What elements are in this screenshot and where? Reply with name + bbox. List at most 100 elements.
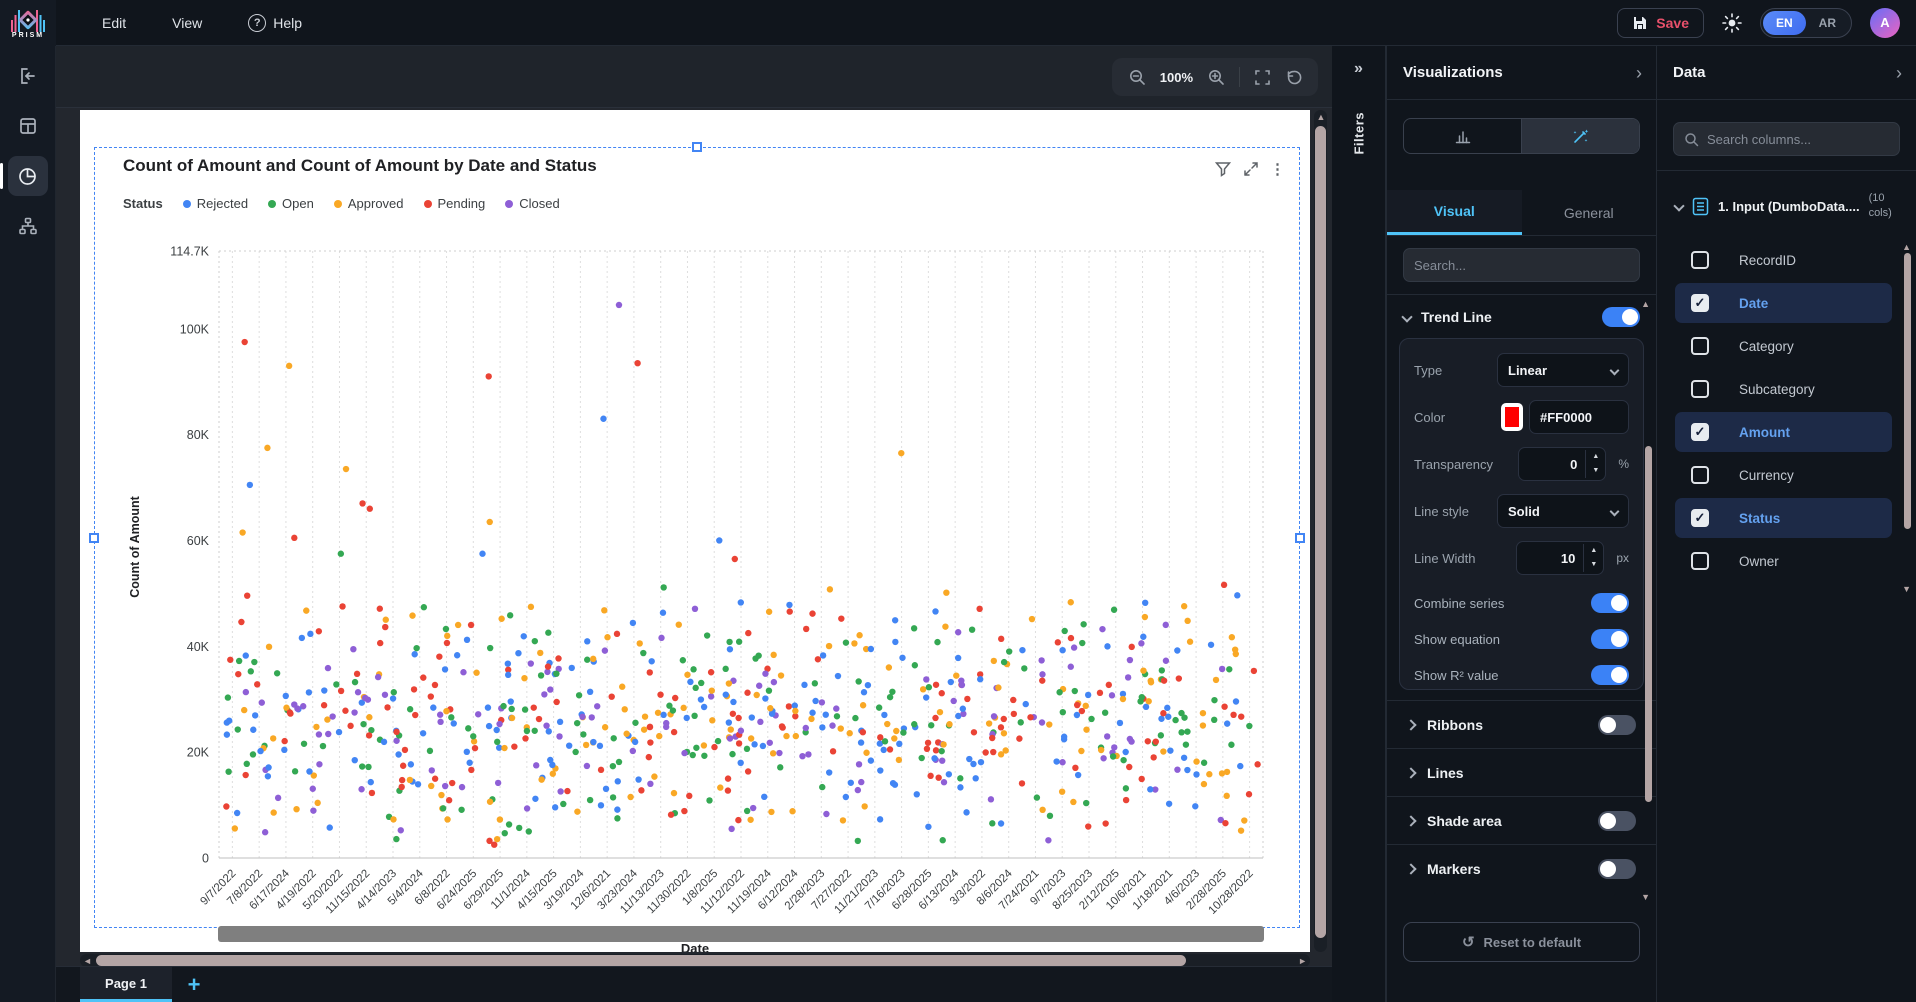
app-logo[interactable]: PRISM — [0, 0, 56, 46]
color-swatch[interactable] — [1501, 403, 1523, 431]
column-row-category[interactable]: Category — [1675, 326, 1892, 366]
spin-up-icon[interactable]: ▲ — [1590, 547, 1598, 554]
data-search-input[interactable] — [1707, 131, 1889, 147]
show-equation-toggle[interactable] — [1591, 629, 1629, 649]
lang-ar-button[interactable]: AR — [1818, 15, 1836, 30]
panel-scroll-up-icon[interactable]: ▲ — [1902, 242, 1911, 252]
canvas-horizontal-scrollbar[interactable]: ◄ ► — [80, 954, 1310, 967]
section-toggle[interactable] — [1598, 714, 1636, 735]
zoom-in-icon[interactable] — [1207, 68, 1225, 86]
sidebar-exit-button[interactable] — [8, 56, 48, 96]
selection-handle-left[interactable] — [89, 532, 99, 543]
filter-funnel-icon[interactable] — [1214, 160, 1232, 178]
column-checkbox[interactable] — [1691, 337, 1709, 355]
column-row-currency[interactable]: Currency — [1675, 455, 1892, 495]
tab-general[interactable]: General — [1563, 204, 1614, 221]
legend-item-closed[interactable]: Closed — [505, 196, 560, 211]
v-scroll-thumb[interactable] — [1315, 126, 1326, 938]
column-row-amount[interactable]: ✓ Amount — [1675, 412, 1892, 452]
format-mode-button[interactable] — [1521, 119, 1639, 153]
spin-down-icon[interactable]: ▼ — [1592, 467, 1600, 474]
column-label: Currency — [1739, 467, 1794, 483]
data-panel-scroll-thumb[interactable] — [1904, 253, 1911, 529]
lang-en-button[interactable]: EN — [1762, 10, 1806, 35]
section-markers[interactable]: Markers — [1387, 844, 1656, 892]
tab-visual[interactable]: Visual — [1387, 190, 1522, 235]
selection-handle-top[interactable] — [692, 142, 702, 152]
panel-scroll-down-icon[interactable]: ▼ — [1641, 892, 1650, 902]
user-avatar[interactable]: A — [1870, 7, 1900, 38]
filters-expand-icon[interactable]: » — [1354, 60, 1363, 77]
column-row-recordid[interactable]: RecordID — [1675, 240, 1892, 280]
reset-view-icon[interactable] — [1285, 69, 1302, 86]
trend-line-toggle[interactable] — [1602, 307, 1640, 327]
column-row-date[interactable]: ✓ Date — [1675, 283, 1892, 323]
sidebar-charts-button[interactable] — [0, 156, 48, 196]
column-checkbox[interactable] — [1691, 380, 1709, 398]
column-row-subcategory[interactable]: Subcategory — [1675, 369, 1892, 409]
legend-item-open[interactable]: Open — [268, 196, 314, 211]
line-width-stepper[interactable]: ▲▼ — [1516, 541, 1605, 575]
panel-scroll-down-icon[interactable]: ▼ — [1902, 584, 1911, 594]
line-style-select[interactable]: Solid — [1497, 494, 1629, 528]
column-checkbox[interactable] — [1691, 552, 1709, 570]
selection-handle-right[interactable] — [1295, 532, 1305, 543]
collapse-panel-icon[interactable]: › — [1636, 62, 1642, 83]
canvas-vertical-scrollbar[interactable]: ▲ — [1314, 110, 1327, 952]
menu-edit[interactable]: Edit — [102, 14, 127, 31]
show-r2-toggle[interactable] — [1591, 665, 1629, 685]
chart-horizontal-scrollbar[interactable] — [218, 926, 1264, 942]
color-hex-input[interactable] — [1529, 400, 1629, 434]
section-shade-area[interactable]: Shade area — [1387, 796, 1656, 844]
trend-line-section-header[interactable]: Trend Line — [1401, 302, 1640, 332]
report-page[interactable]: Count of Amount and Count of Amount by D… — [80, 110, 1310, 952]
column-checkbox[interactable] — [1691, 466, 1709, 484]
page-tab-1[interactable]: Page 1 — [80, 967, 172, 1002]
scroll-left-icon[interactable]: ◄ — [83, 955, 92, 966]
section-toggle[interactable] — [1598, 858, 1636, 879]
filters-label[interactable]: Filters — [1351, 112, 1366, 155]
reset-to-default-button[interactable]: ↺ Reset to default — [1403, 922, 1640, 962]
scroll-up-icon[interactable]: ▲ — [1316, 112, 1326, 122]
column-row-owner[interactable]: Owner — [1675, 541, 1892, 581]
theme-sun-icon[interactable] — [1722, 12, 1742, 33]
kebab-menu-icon[interactable]: ⋮ — [1270, 161, 1285, 178]
add-page-button[interactable]: + — [187, 971, 201, 997]
menu-help[interactable]: ? Help — [248, 13, 302, 32]
menu-view[interactable]: View — [172, 14, 203, 31]
section-lines[interactable]: Lines — [1387, 748, 1656, 796]
combine-series-toggle[interactable] — [1591, 593, 1629, 613]
sidebar-layout-button[interactable] — [8, 106, 48, 146]
column-checkbox[interactable]: ✓ — [1691, 423, 1709, 441]
dataset-tree-item[interactable]: 1. Input (DumboData.... (10 cols) — [1667, 180, 1906, 232]
legend-item-pending[interactable]: Pending — [423, 196, 485, 211]
scroll-right-icon[interactable]: ► — [1298, 955, 1307, 966]
section-toggle[interactable] — [1598, 810, 1636, 831]
collapse-panel-icon[interactable]: › — [1896, 62, 1902, 83]
transparency-input[interactable] — [1519, 456, 1586, 472]
column-row-status[interactable]: ✓ Status — [1675, 498, 1892, 538]
visual-search-input[interactable] — [1414, 257, 1629, 273]
spin-up-icon[interactable]: ▲ — [1592, 453, 1600, 460]
h-scroll-thumb[interactable] — [96, 955, 1186, 966]
save-button[interactable]: Save — [1617, 7, 1704, 38]
line-width-input[interactable] — [1517, 550, 1584, 566]
legend-item-rejected[interactable]: Rejected — [182, 196, 248, 211]
column-checkbox[interactable]: ✓ — [1691, 509, 1709, 527]
panel-scroll-up-icon[interactable]: ▲ — [1641, 299, 1650, 309]
visual-panel-scroll-thumb[interactable] — [1645, 446, 1652, 802]
section-ribbons[interactable]: Ribbons — [1387, 700, 1656, 748]
column-checkbox[interactable] — [1691, 251, 1709, 269]
column-checkbox[interactable]: ✓ — [1691, 294, 1709, 312]
chart-widget[interactable]: Count of Amount and Count of Amount by D… — [89, 142, 1305, 928]
type-select[interactable]: Linear — [1497, 353, 1629, 387]
transparency-stepper[interactable]: ▲▼ — [1518, 447, 1607, 481]
chart-type-mode-button[interactable] — [1404, 119, 1521, 153]
expand-icon[interactable] — [1242, 160, 1260, 178]
sidebar-flow-button[interactable] — [8, 206, 48, 246]
show-r2-row: Show R² value — [1414, 660, 1629, 690]
spin-down-icon[interactable]: ▼ — [1590, 561, 1598, 568]
fit-screen-icon[interactable] — [1254, 69, 1271, 86]
legend-item-approved[interactable]: Approved — [333, 196, 404, 211]
zoom-out-icon[interactable] — [1128, 68, 1146, 86]
